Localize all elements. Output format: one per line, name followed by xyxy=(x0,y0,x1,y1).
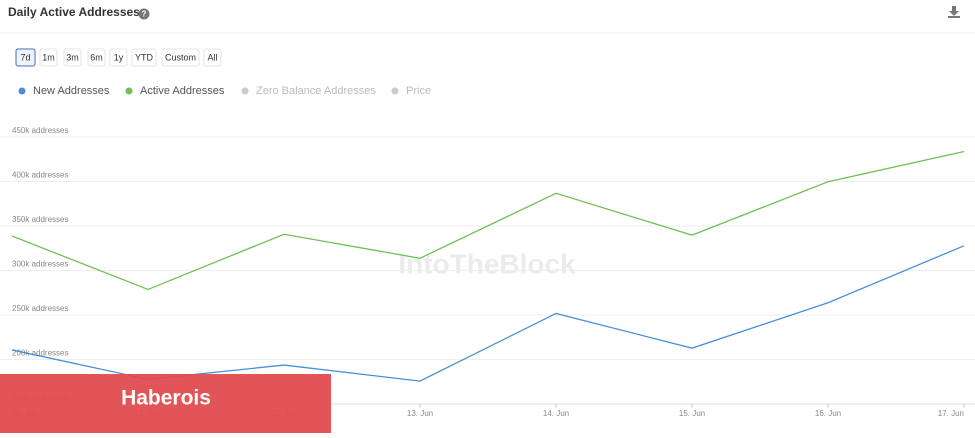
y-tick-label: 400k addresses xyxy=(12,171,68,180)
y-tick-label: 450k addresses xyxy=(12,126,68,135)
range-button-label: 3m xyxy=(66,52,79,62)
x-tick-label: 14. Jun xyxy=(543,409,569,418)
title: Daily Active Addresses xyxy=(8,5,140,19)
range-button-label: 6m xyxy=(90,52,103,62)
banner-text: Haberois xyxy=(121,387,211,410)
x-tick-label: 17. Jun xyxy=(938,409,964,418)
x-tick-label: 13. Jun xyxy=(407,409,433,418)
range-button-label: Custom xyxy=(165,52,196,62)
y-tick-label: 250k addresses xyxy=(12,304,68,313)
range-button[interactable] xyxy=(131,48,157,67)
y-tick-label: 200k addresses xyxy=(12,349,68,358)
range-button[interactable] xyxy=(109,48,128,67)
banner xyxy=(0,374,331,433)
range-button-label: 1y xyxy=(114,52,124,62)
range-button-label: YTD xyxy=(135,52,154,62)
watermark: IntoTheBlock xyxy=(398,248,576,279)
x-tick-label: 15. Jun xyxy=(679,409,705,418)
range-button[interactable] xyxy=(161,48,200,67)
legend-marker[interactable] xyxy=(241,87,249,95)
range-button[interactable] xyxy=(39,48,58,67)
legend-marker[interactable] xyxy=(391,87,399,95)
help-icon[interactable] xyxy=(138,8,150,20)
help-mark: ? xyxy=(142,10,147,19)
range-button[interactable] xyxy=(63,48,82,67)
range-button-label: 7d xyxy=(20,52,30,62)
y-tick-label: 300k addresses xyxy=(12,260,68,269)
legend-marker[interactable] xyxy=(18,87,26,95)
range-button[interactable] xyxy=(87,48,106,67)
y-tick-label: 350k addresses xyxy=(12,215,68,224)
download-icon[interactable] xyxy=(948,6,960,18)
legend-label[interactable]: Zero Balance Addresses xyxy=(256,85,376,97)
legend-label[interactable]: Active Addresses xyxy=(140,85,225,97)
legend-label[interactable]: New Addresses xyxy=(33,85,110,97)
range-button-label: 1m xyxy=(42,52,55,62)
range-button[interactable] xyxy=(15,48,36,67)
x-tick-label: 16. Jun xyxy=(815,409,841,418)
series-line xyxy=(11,150,965,291)
range-button-label: All xyxy=(207,52,217,62)
legend-marker[interactable] xyxy=(125,87,133,95)
range-button[interactable] xyxy=(203,48,222,67)
legend-label[interactable]: Price xyxy=(406,85,431,97)
